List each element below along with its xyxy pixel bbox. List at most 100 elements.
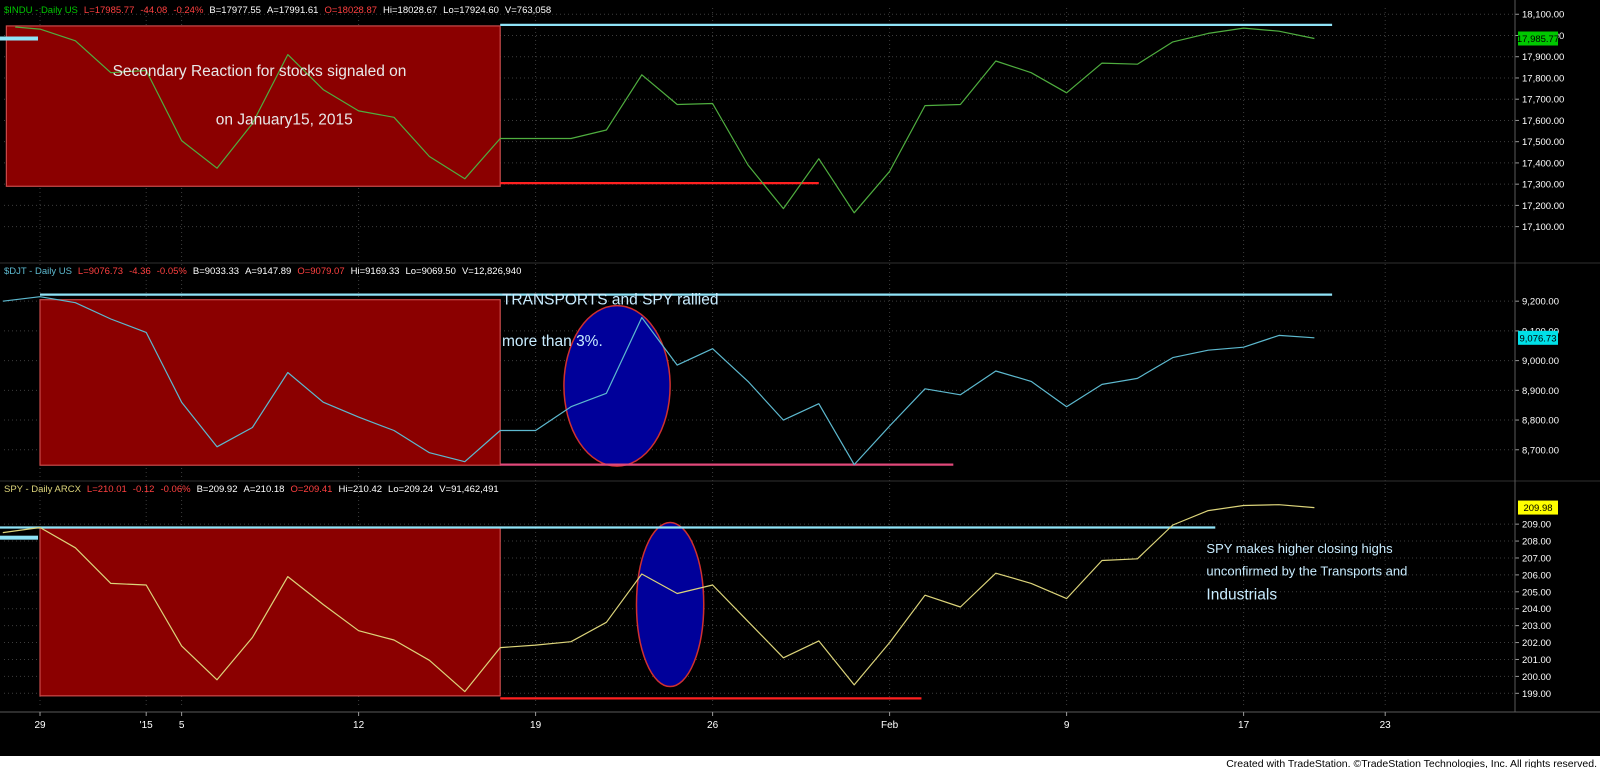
last-value-box (1518, 500, 1558, 515)
x-axis: 29 '15 5 12 19 26 Feb 9 17 23 (0, 0, 1600, 731)
price-line (15, 26, 1315, 214)
header-field: L=9076.73 (78, 266, 123, 277)
x-tick-label: 23 (1380, 720, 1392, 731)
last-value-label: 209.98 (1523, 503, 1552, 514)
x-tick-label: 9 (1064, 720, 1070, 731)
y-tick-label: 201.00 (1522, 655, 1551, 666)
annotation-text: Secondary Reaction for stocks signaled o… (113, 63, 407, 80)
y-tick-label: 17,500.00 (1522, 137, 1564, 148)
pane-spy: SPY makes higher closing highs unconfirme… (0, 480, 1600, 700)
y-tick-label: 17,400.00 (1522, 158, 1564, 169)
y-tick-label: 9,200.00 (1522, 297, 1559, 308)
header-field: O=209.41 (290, 484, 332, 495)
price-line (2, 504, 1315, 693)
pane-djt: TRANSPORTS and SPY rallied more than 3%. $… (0, 262, 1600, 467)
y-tick-label: 204.00 (1522, 604, 1551, 615)
header-field: -0.12 (133, 484, 155, 495)
y-tick-label: 9,000.00 (1522, 356, 1559, 367)
annotation-text: SPY makes higher closing highs (1206, 541, 1393, 556)
header-field: O=18028.87 (324, 5, 377, 16)
header-field: -44.08 (140, 5, 167, 16)
price-line (2, 296, 1315, 466)
header-field: L=17985.77 (84, 5, 134, 16)
header-field: Lo=9069.50 (405, 266, 455, 277)
y-tick-label: 8,800.00 (1522, 416, 1559, 427)
y-tick-label: 8,900.00 (1522, 386, 1559, 397)
last-value-box (1518, 31, 1558, 46)
y-tick-label: 208.00 (1522, 537, 1551, 548)
header-field: -0.06% (160, 484, 191, 495)
y-tick-label: 205.00 (1522, 587, 1551, 598)
header-field: A=17991.61 (267, 5, 319, 16)
x-tick-label: '15 (140, 720, 153, 731)
x-tick-label: 29 (34, 720, 46, 731)
header-field: O=9079.07 (297, 266, 344, 277)
y-tick-label: 199.00 (1522, 689, 1551, 700)
header-field: A=210.18 (244, 484, 285, 495)
y-tick-label: 206.00 (1522, 570, 1551, 581)
header-djt: $DJT - Daily US L=9076.73 -4.36 -0.05% B=903… (4, 266, 521, 277)
chart-panes: Secondary Reaction for stocks signaled o… (0, 5, 1600, 706)
secondary-reaction-box (39, 299, 501, 466)
header-field: -0.24% (173, 5, 204, 16)
header-field: V=91,462,491 (439, 484, 498, 495)
x-tick-label: 5 (179, 720, 185, 731)
header-field: B=209.92 (197, 484, 238, 495)
y-tick-label: 17,900.00 (1522, 52, 1564, 63)
left-edge-marker (0, 36, 38, 41)
pane-indu: Secondary Reaction for stocks signaled o… (0, 5, 1564, 233)
x-tick-label: Feb (881, 720, 899, 731)
last-value-label: 17,985.77 (1517, 34, 1559, 45)
y-tick-label: 207.00 (1522, 553, 1551, 564)
header-field: Lo=209.24 (388, 484, 433, 495)
y-tick-label: 17,600.00 (1522, 116, 1564, 127)
header-field: -0.05% (157, 266, 188, 277)
left-edge-marker (0, 535, 38, 540)
y-tick-label: 17,800.00 (1522, 73, 1564, 84)
x-tick-label: 12 (353, 720, 365, 731)
x-tick-label: 19 (530, 720, 542, 731)
header-field: V=12,826,940 (462, 266, 521, 277)
header-field: A=9147.89 (245, 266, 291, 277)
header-field: V=763,058 (505, 5, 551, 16)
annotation-text: more than 3%. (502, 333, 603, 350)
x-tick-label: 26 (707, 720, 719, 731)
secondary-reaction-box (5, 25, 501, 187)
header-field: Lo=17924.60 (443, 5, 499, 16)
highlight-ellipse (635, 521, 705, 688)
y-tick-label: 203.00 (1522, 621, 1551, 632)
header-symbol: SPY - Daily ARCX (4, 484, 82, 495)
y-tick-label: 17,700.00 (1522, 95, 1564, 106)
header-field: B=9033.33 (193, 266, 239, 277)
annotation-text: TRANSPORTS and SPY rallied (502, 292, 719, 309)
footer-credit: Created with TradeStation. ©TradeStation… (1226, 758, 1597, 768)
last-value-box (1518, 330, 1558, 345)
header-field: L=210.01 (87, 484, 127, 495)
last-value-label: 9,076.73 (1520, 333, 1557, 344)
header-field: -4.36 (129, 266, 151, 277)
header-field: Hi=18028.67 (383, 5, 437, 16)
header-symbol: $INDU - Daily US (4, 5, 78, 16)
y-tick-label: 17,200.00 (1522, 201, 1564, 212)
y-tick-label: 18,100.00 (1522, 10, 1564, 21)
header-field: Hi=210.42 (338, 484, 382, 495)
header-indu: $INDU - Daily US L=17985.77 -44.08 -0.24% B=… (4, 5, 551, 16)
header-field: Hi=9169.33 (351, 266, 400, 277)
header-symbol: $DJT - Daily US (4, 266, 72, 277)
header-field: B=17977.55 (209, 5, 261, 16)
y-tick-label: 17,100.00 (1522, 222, 1564, 233)
annotation-text: on January15, 2015 (216, 112, 353, 129)
x-tick-label: 17 (1238, 720, 1250, 731)
annotation-text: unconfirmed by the Transports and (1206, 564, 1407, 579)
y-tick-label: 8,700.00 (1522, 445, 1559, 456)
highlight-ellipse (563, 304, 671, 467)
y-tick-label: 200.00 (1522, 672, 1551, 683)
secondary-reaction-box (39, 526, 501, 697)
header-spy: SPY - Daily ARCX L=210.01 -0.12 -0.06% B=209… (4, 484, 499, 495)
y-tick-label: 209.00 (1522, 520, 1551, 531)
y-tick-label: 202.00 (1522, 638, 1551, 649)
annotation-text: Industrials (1206, 586, 1277, 603)
y-tick-label: 17,300.00 (1522, 180, 1564, 191)
